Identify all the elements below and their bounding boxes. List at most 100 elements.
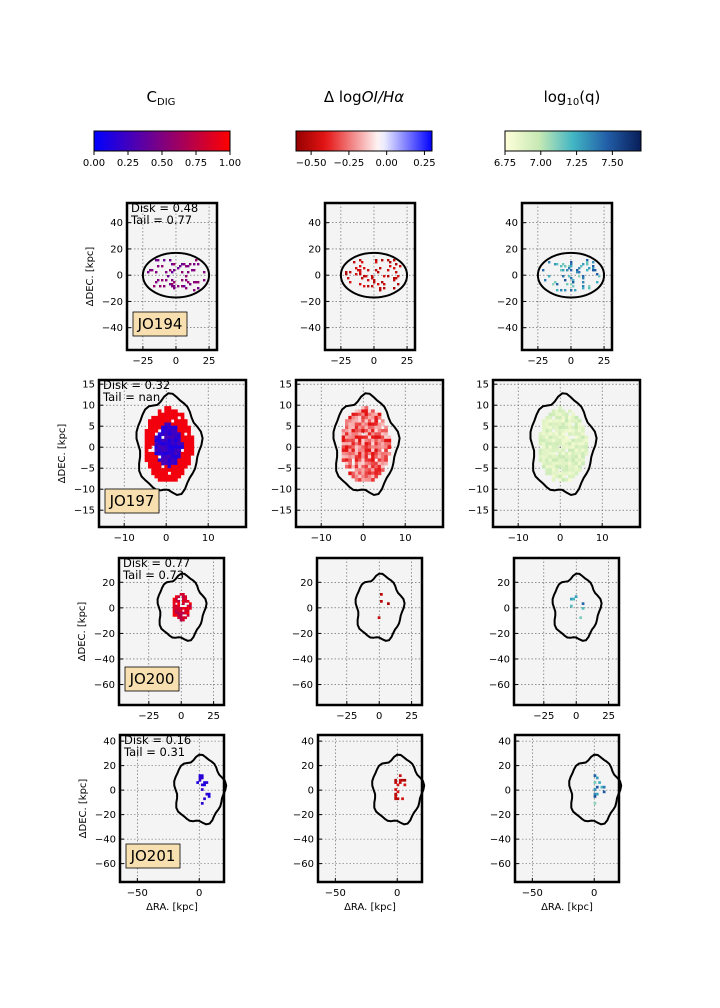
emission-pixel xyxy=(598,275,601,278)
emission-pixel xyxy=(578,271,581,274)
emission-pixel xyxy=(398,774,402,778)
emission-pixel xyxy=(558,461,562,466)
emission-pixel xyxy=(584,442,589,446)
emission-pixel xyxy=(180,458,185,463)
emission-pixel xyxy=(175,604,178,608)
y-tick-label: 0 xyxy=(512,271,518,282)
emission-pixel xyxy=(564,458,569,463)
emission-pixel xyxy=(364,419,369,423)
emission-pixel xyxy=(384,425,388,430)
emission-pixel xyxy=(545,438,549,443)
emission-pixel xyxy=(374,445,379,449)
emission-pixel xyxy=(148,455,152,459)
emission-pixel xyxy=(371,425,375,430)
emission-pixel xyxy=(374,451,379,456)
emission-pixel xyxy=(171,271,174,274)
emission-pixel xyxy=(163,259,166,262)
emission-pixel xyxy=(580,265,583,268)
emission-pixel xyxy=(564,455,569,459)
emission-pixel xyxy=(177,609,181,613)
emission-pixel xyxy=(174,461,178,466)
emission-pixel xyxy=(551,432,556,436)
emission-pixel xyxy=(190,435,195,440)
emission-pixel xyxy=(377,458,382,463)
emission-pixel xyxy=(371,285,374,288)
emission-pixel xyxy=(182,602,185,606)
emission-pixel xyxy=(354,464,359,469)
emission-pixel xyxy=(564,468,569,472)
emission-pixel xyxy=(364,451,369,456)
emission-pixel xyxy=(395,263,398,266)
emission-pixel xyxy=(574,455,579,459)
emission-pixel xyxy=(170,435,175,440)
emission-pixel xyxy=(361,455,365,459)
emission-pixel xyxy=(380,422,385,427)
y-tick-label: 0 xyxy=(286,443,292,454)
y-tick-label: 10 xyxy=(279,401,292,412)
emission-pixel xyxy=(174,432,178,436)
emission-pixel xyxy=(572,279,575,282)
x-tick-label: −10 xyxy=(114,533,135,544)
emission-pixel xyxy=(348,461,352,466)
emission-pixel xyxy=(377,422,382,427)
emission-pixel xyxy=(187,458,191,463)
emission-pixel xyxy=(144,445,149,449)
emission-pixel xyxy=(545,468,549,472)
emission-pixel xyxy=(568,432,572,436)
emission-pixel xyxy=(177,422,182,427)
emission-pixel xyxy=(345,455,349,459)
emission-pixel xyxy=(371,448,375,453)
emission-pixel xyxy=(348,458,352,463)
emission-pixel xyxy=(177,445,182,449)
emission-pixel xyxy=(170,461,175,466)
emission-pixel xyxy=(351,429,356,433)
emission-pixel xyxy=(170,464,175,469)
x-tick-label: 0 xyxy=(371,356,377,367)
emission-pixel xyxy=(367,458,372,463)
tail-annotation: Tail = 0.31 xyxy=(123,745,185,759)
emission-pixel xyxy=(551,442,556,446)
emission-pixel xyxy=(374,448,379,453)
emission-pixel xyxy=(371,464,375,469)
emission-pixel xyxy=(189,283,192,286)
emission-pixel xyxy=(586,269,589,272)
emission-pixel xyxy=(351,415,356,420)
emission-pixel xyxy=(157,412,162,417)
emission-pixel xyxy=(380,442,385,446)
emission-pixel xyxy=(361,435,365,440)
emission-pixel xyxy=(190,448,195,453)
emission-pixel xyxy=(577,451,582,456)
emission-pixel xyxy=(548,275,551,278)
emission-pixel xyxy=(367,468,372,472)
galaxy-contour xyxy=(339,251,409,299)
emission-pixel xyxy=(364,461,369,466)
emission-pixel xyxy=(345,419,349,423)
galaxy-contour xyxy=(551,572,603,642)
y-tick-label: 0 xyxy=(117,271,123,282)
emission-pixel xyxy=(167,422,172,427)
emission-pixel xyxy=(572,281,575,284)
emission-map xyxy=(538,406,589,482)
emission-pixel xyxy=(351,442,356,446)
emission-pixel xyxy=(167,415,172,420)
emission-pixel xyxy=(377,412,382,417)
emission-pixel xyxy=(187,442,191,446)
x-tick-label: 25 xyxy=(405,711,418,722)
emission-pixel xyxy=(367,285,370,288)
emission-pixel xyxy=(377,432,382,436)
emission-pixel xyxy=(167,442,172,446)
emission-pixel xyxy=(189,604,192,608)
emission-pixel xyxy=(170,455,175,459)
emission-pixel xyxy=(571,455,576,459)
emission-pixel xyxy=(354,461,359,466)
emission-pixel xyxy=(394,778,398,782)
emission-pixel xyxy=(345,464,349,469)
y-tick-label: −40 xyxy=(497,323,518,334)
emission-pixel xyxy=(187,461,191,466)
emission-pixel xyxy=(545,435,549,440)
emission-pixel xyxy=(568,464,572,469)
emission-pixel xyxy=(396,797,400,801)
emission-pixel xyxy=(173,263,176,266)
emission-pixel xyxy=(571,448,576,453)
emission-pixel xyxy=(398,781,402,784)
